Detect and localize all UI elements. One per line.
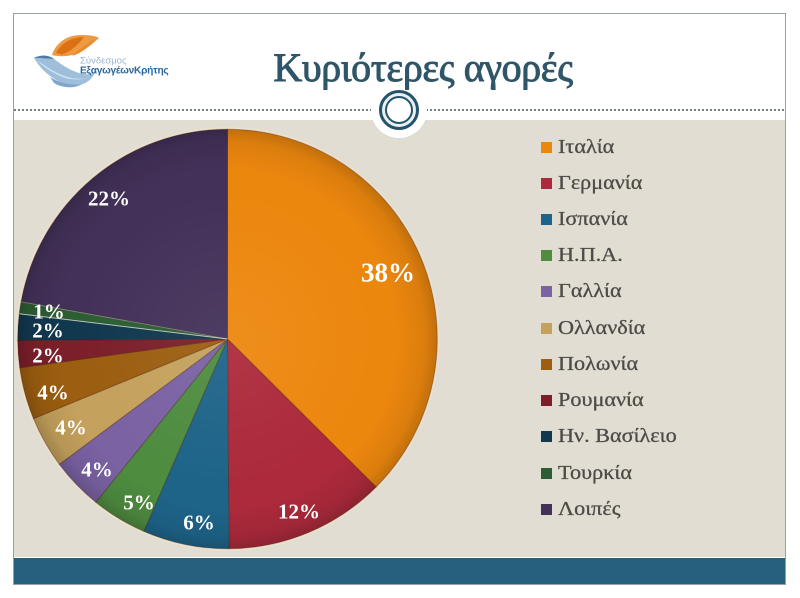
svg-text:4%: 4% [55,416,87,440]
svg-text:ΕξαγωγέωνΚρήτης: ΕξαγωγέωνΚρήτης [80,66,168,77]
svg-text:4%: 4% [81,458,113,482]
svg-text:5%: 5% [123,491,155,515]
svg-text:2%: 2% [32,319,64,343]
svg-text:6%: 6% [183,511,215,535]
svg-text:38%: 38% [361,258,415,288]
svg-text:22%: 22% [88,187,130,211]
svg-text:2%: 2% [32,344,64,368]
svg-text:1%: 1% [33,300,65,324]
svg-text:4%: 4% [37,381,69,405]
svg-text:12%: 12% [278,500,320,524]
svg-text:Σύνδεσμος: Σύνδεσμος [80,56,127,67]
